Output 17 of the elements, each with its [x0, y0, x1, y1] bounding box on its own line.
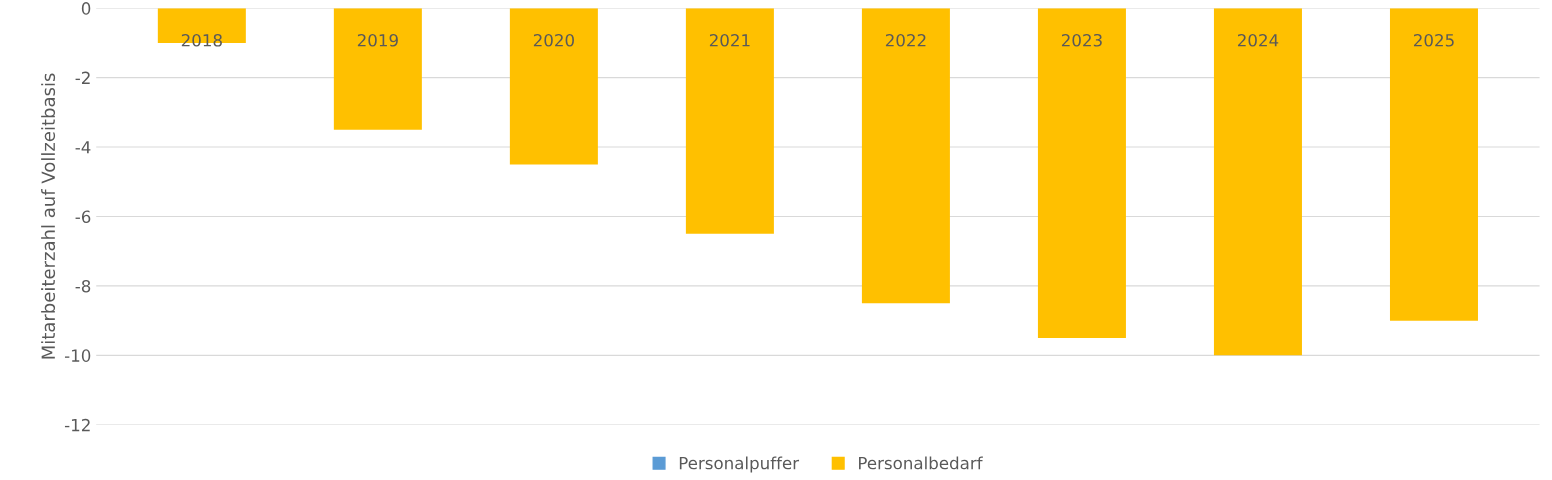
legend-label: Personalpuffer [679, 456, 800, 473]
y-tick-label: 0 [81, 2, 91, 15]
x-tick-label: 2020 [533, 33, 574, 47]
y-tick-label: -6 [75, 210, 91, 224]
y-tick-label: -4 [75, 141, 91, 154]
y-axis-title: Mitarbeiterzahl auf Vollzeitbasis [41, 73, 56, 359]
y-tick-label: -8 [75, 279, 91, 293]
x-tick-label: 2024 [1237, 33, 1279, 47]
x-tick-label: 2021 [709, 33, 750, 47]
y-tick-label: -2 [75, 71, 90, 84]
y-tick-label: -10 [64, 349, 91, 362]
y-tick-label: -12 [64, 418, 90, 432]
x-tick-label: 2022 [885, 33, 926, 47]
x-tick-label: 2023 [1061, 33, 1102, 47]
legend-label: Personalbedarf [859, 456, 983, 470]
x-tick-label: 2019 [357, 33, 398, 47]
x-tick-label: 2025 [1413, 33, 1454, 47]
